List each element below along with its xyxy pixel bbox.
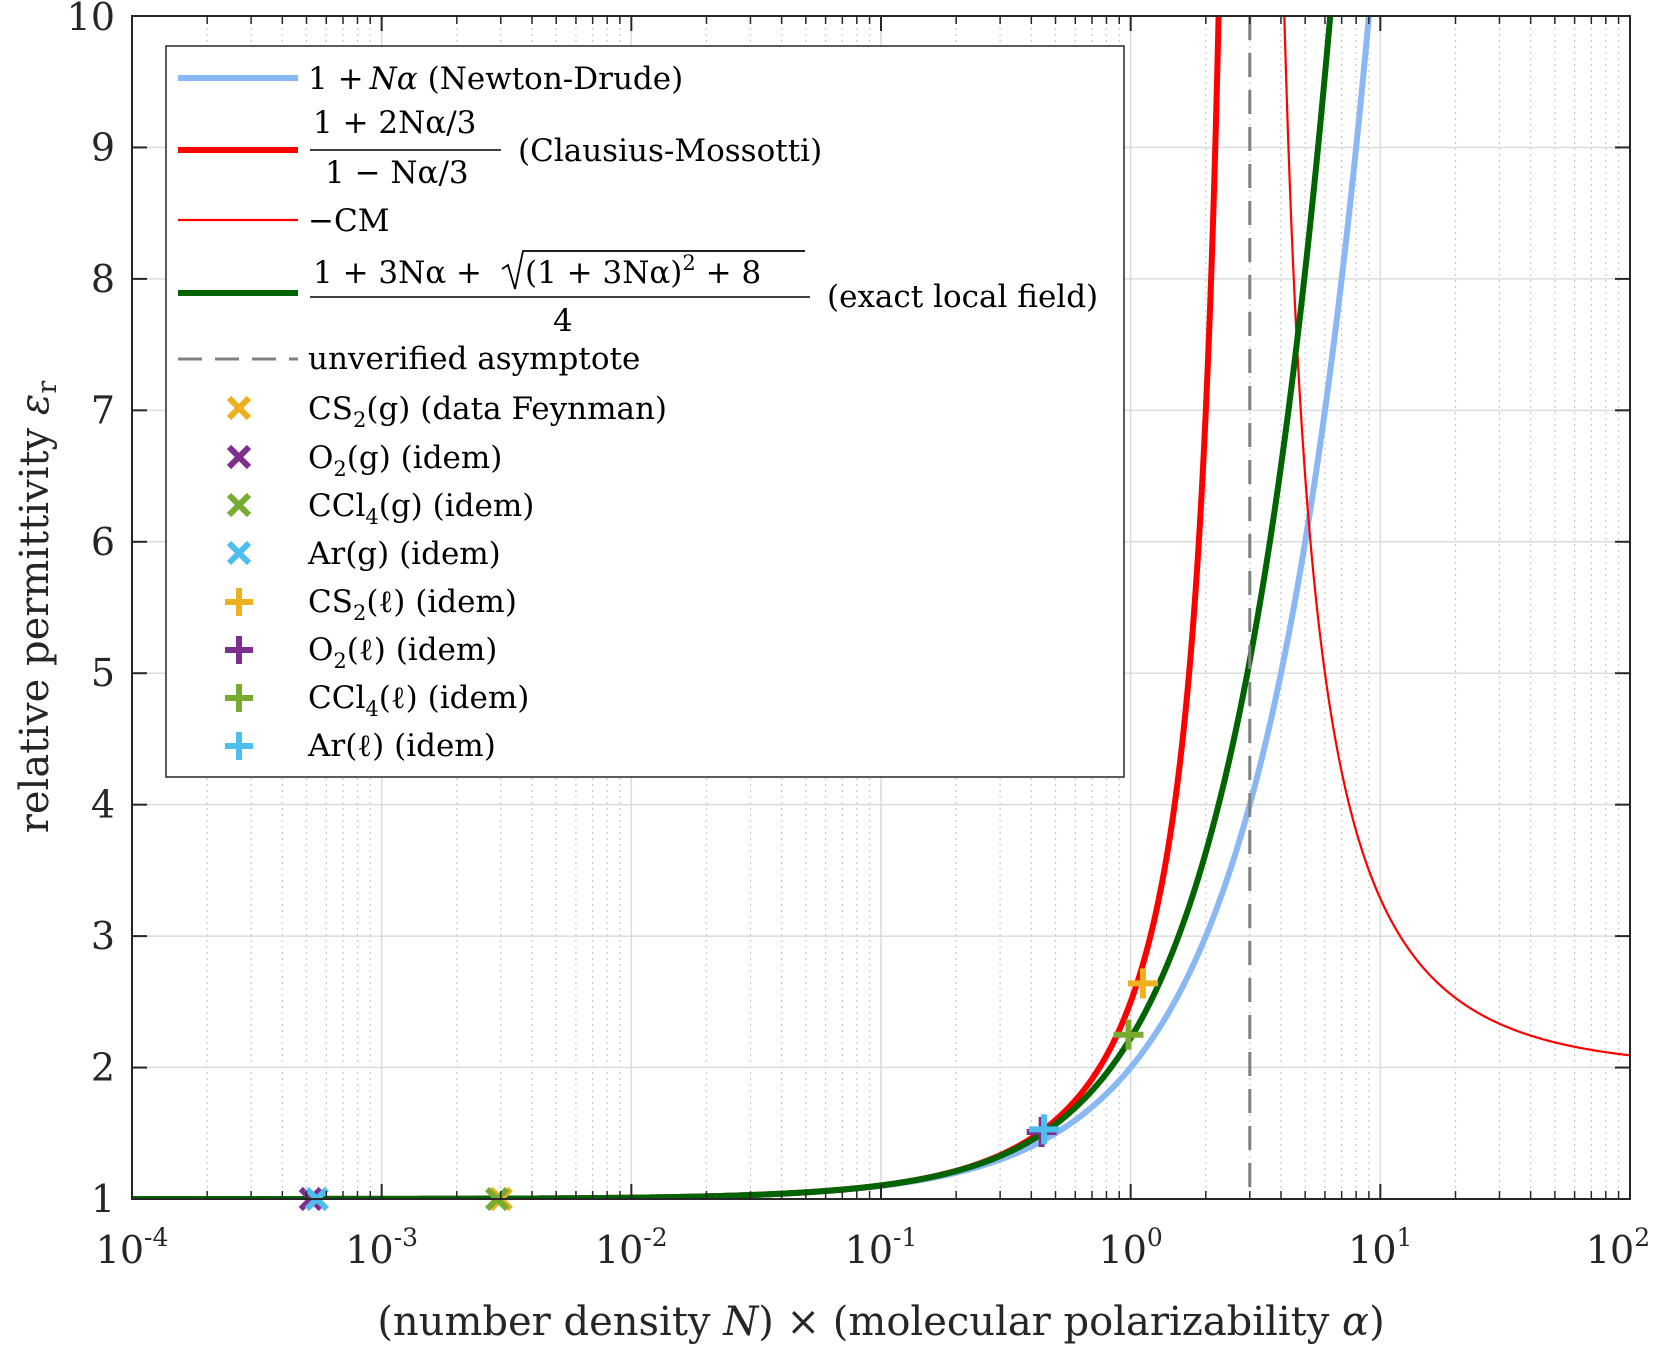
legend-item-ar-liquid: Ar(ℓ) (idem)	[225, 728, 496, 764]
cm-description: (Clausius-Mossotti)	[518, 133, 822, 169]
legend-label: CCl4(ℓ) (idem)	[308, 680, 529, 721]
cm-numerator: 1 + 2Nα/3	[313, 105, 476, 141]
legend-label: O2(g) (idem)	[308, 440, 502, 481]
legend-item-o2-gas: O2(g) (idem)	[226, 440, 502, 481]
plus-marker	[1127, 968, 1158, 999]
exact-numerator-left: 1 + 3Nα +	[313, 255, 482, 291]
legend-label: Ar(g) (idem)	[307, 536, 501, 572]
legend-item-clausius-mossotti: 1 + 2Nα/3 1 − Nα/3 (Clausius-Mossotti)	[178, 105, 822, 191]
x-tick-label: 10-1	[845, 1223, 918, 1272]
y-tick-label: 4	[91, 783, 115, 827]
y-tick-label: 1	[91, 1177, 115, 1221]
cm-denominator: 1 − Nα/3	[325, 155, 469, 191]
plus-marker-icon	[225, 732, 253, 760]
x-tick-label: 10-3	[345, 1223, 418, 1272]
legend-item-cs2-liquid: CS2(ℓ) (idem)	[225, 584, 517, 625]
y-tick-labels: 1 2 3 4 5 6 7 8 9 10	[67, 0, 115, 1221]
x-tick-label: 101	[1348, 1223, 1412, 1272]
exact-radicand: (1 + 3Nα)2 + 8	[525, 251, 761, 291]
y-tick-label: 3	[91, 914, 115, 958]
legend-item-exact-local-field: 1 + 3Nα + (1 + 3Nα)2 + 8 4 (exact local …	[178, 250, 1098, 339]
legend-label: −CM	[308, 203, 389, 239]
x-marker-icon	[226, 492, 252, 518]
legend-label: unverified asymptote	[308, 341, 640, 377]
x-axis-label: (number density N) × (molecular polariza…	[377, 1299, 1384, 1345]
x-tick-labels: 10-4 10-3 10-2 10-1 100 101 102	[96, 1223, 1650, 1272]
axis-ticks	[131, 15, 1631, 1200]
plus-marker-icon	[225, 636, 253, 664]
x-marker-icon	[226, 444, 252, 470]
plus-marker-icon	[225, 588, 253, 616]
legend-label: CS2(g) (data Feynman)	[308, 391, 667, 432]
x-tick-label: 10-4	[96, 1223, 169, 1272]
y-tick-label: 5	[91, 651, 115, 695]
y-tick-label: 9	[91, 125, 115, 169]
legend-item-minus-cm: −CM	[178, 203, 389, 239]
legend-label: CS2(ℓ) (idem)	[308, 584, 517, 625]
x-marker-icon	[226, 540, 252, 566]
legend-label: CCl4(g) (idem)	[308, 488, 534, 529]
legend-item-o2-liquid: O2(ℓ) (idem)	[225, 632, 497, 673]
plus-marker-icon	[225, 684, 253, 712]
legend-item-cs2-gas: CS2(g) (data Feynman)	[226, 391, 667, 432]
x-tick-label: 10-2	[595, 1223, 668, 1272]
legend-item-ar-gas: Ar(g) (idem)	[226, 536, 501, 572]
x-tick-label: 102	[1586, 1223, 1650, 1272]
plus-marker	[1029, 1114, 1060, 1145]
legend-label: 1 + Nα (Newton-Drude)	[308, 61, 683, 97]
sqrt-sign	[501, 250, 805, 290]
y-tick-label: 10	[67, 0, 115, 39]
legend-item-newton-drude: 1 + Nα (Newton-Drude)	[178, 61, 683, 97]
y-tick-label: 2	[91, 1046, 115, 1090]
legend-box	[165, 45, 1125, 778]
curve-minus-cm	[1283, 16, 1630, 1057]
exact-denominator: 4	[553, 303, 573, 339]
legend-label: Ar(ℓ) (idem)	[307, 728, 496, 764]
exact-description: (exact local field)	[827, 279, 1098, 315]
legend: 1 + Nα (Newton-Drude) 1 + 2Nα/3 1 − Nα/3 (…	[165, 45, 1125, 778]
plus-marker	[1113, 1019, 1144, 1050]
legend-item-ccl4-liquid: CCl4(ℓ) (idem)	[225, 680, 529, 721]
y-tick-label: 8	[91, 257, 115, 301]
y-tick-label: 6	[91, 520, 115, 564]
y-axis-label: relative permittivity εr	[12, 381, 63, 834]
legend-item-ccl4-gas: CCl4(g) (idem)	[226, 488, 534, 529]
legend-item-asymptote: unverified asymptote	[178, 341, 640, 377]
x-marker-icon	[226, 395, 252, 421]
x-tick-label: 100	[1099, 1223, 1163, 1272]
y-tick-label: 7	[91, 388, 115, 432]
legend-label: O2(ℓ) (idem)	[308, 632, 497, 673]
